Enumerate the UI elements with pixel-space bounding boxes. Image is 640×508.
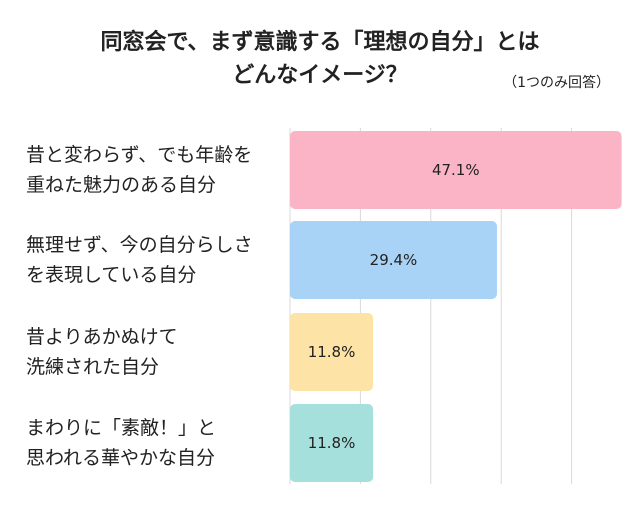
category-label: 昔と変わらず、でも年齢を [26, 144, 252, 166]
chart-title-line-1: 同窓会で、まず意識する「理想の自分」とは [100, 30, 540, 55]
category-label: 洗練された自分 [26, 356, 159, 378]
bar-value-label: 47.1% [432, 161, 480, 179]
bar [290, 404, 374, 482]
bar-value-label: 11.8% [308, 434, 356, 452]
bar-value-label: 29.4% [370, 251, 418, 269]
category-label: 昔よりあかぬけて [26, 326, 178, 348]
category-label: まわりに「素敵！」と [26, 417, 216, 439]
bar-value-label: 11.8% [308, 343, 356, 361]
bar [290, 313, 374, 391]
category-label: 無理せず、今の自分らしさ [26, 234, 253, 256]
category-label: 思われる華やかな自分 [26, 447, 215, 469]
category-label: 重ねた魅力のある自分 [26, 174, 216, 196]
bar [290, 131, 622, 209]
chart-title-line-2: どんなイメージ？ [232, 63, 408, 88]
bar [290, 221, 497, 299]
category-label: を表現している自分 [26, 264, 196, 286]
answer-note: （1つのみ回答） [503, 75, 610, 91]
